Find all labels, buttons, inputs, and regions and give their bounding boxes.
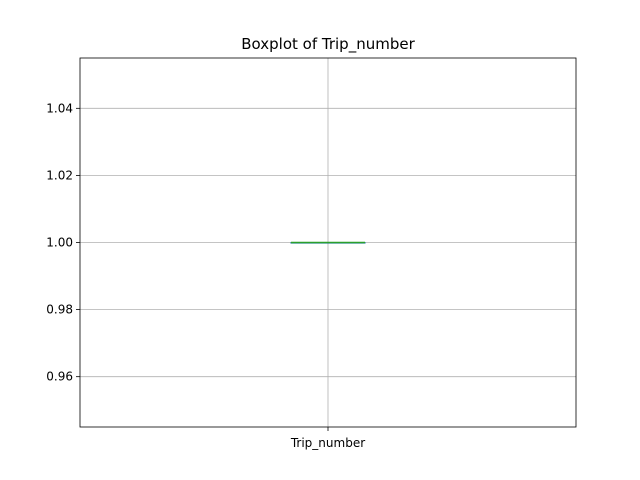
chart-title: Boxplot of Trip_number xyxy=(241,35,415,54)
y-tick-label: 1.04 xyxy=(46,101,73,115)
y-tick-label: 0.96 xyxy=(46,370,73,384)
x-tick-label: Trip_number xyxy=(290,436,365,450)
y-tick-label: 1.00 xyxy=(46,236,73,250)
plot-area: 0.96 0.98 1.00 1.02 1.04 Trip_number xyxy=(46,57,577,450)
y-tick-label: 0.98 xyxy=(46,303,73,317)
y-tick-label: 1.02 xyxy=(46,168,73,182)
